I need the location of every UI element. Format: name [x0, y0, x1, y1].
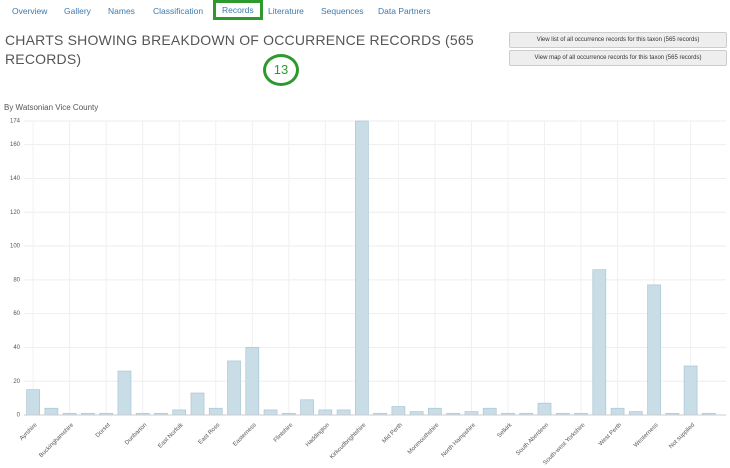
- bar: [336, 409, 351, 416]
- y-tick-label: 0: [17, 413, 21, 419]
- bar: [318, 409, 333, 416]
- bar: [263, 409, 278, 416]
- page-title: CHARTS SHOWING BREAKDOWN OF OCCURRENCE R…: [5, 32, 474, 67]
- x-tick-label: North Hampshire: [441, 422, 478, 459]
- x-tick-label: Dorset: [95, 422, 112, 439]
- y-tick-label: 80: [13, 277, 20, 283]
- x-tick-label: Easterness: [232, 422, 257, 447]
- bar: [26, 389, 40, 416]
- x-tick-label: West Perth: [598, 422, 623, 447]
- x-tick-label: Not supplied: [668, 422, 696, 450]
- bar: [464, 411, 479, 416]
- bar: [428, 407, 442, 416]
- bar: [628, 411, 643, 416]
- nav-tab[interactable]: Classification: [153, 6, 204, 16]
- x-tick-label: South-west Yorkshire: [542, 422, 587, 467]
- y-tick-label: 20: [13, 379, 20, 385]
- bar: [245, 347, 260, 416]
- annotation: 13: [263, 54, 299, 86]
- bar: [208, 407, 223, 416]
- nav-tab[interactable]: Names: [108, 6, 135, 16]
- bar: [537, 402, 552, 416]
- x-tick-label: Haddington: [305, 422, 331, 448]
- bar: [482, 407, 497, 416]
- x-tick-label: Monmouthshire: [407, 422, 441, 456]
- nav-tab[interactable]: Records: [213, 0, 263, 20]
- y-tick-label: 140: [10, 176, 21, 182]
- bar: [409, 411, 424, 416]
- nav-tab[interactable]: Literature: [268, 6, 304, 16]
- x-tick-label: Ayrshire: [19, 422, 39, 442]
- bar: [172, 409, 187, 416]
- x-tick-label: Selkirk: [497, 422, 515, 440]
- bar: [683, 365, 698, 416]
- x-tick-label: Dunbarton: [124, 422, 148, 446]
- bar: [300, 399, 314, 416]
- list-button[interactable]: View list of all occurrence records for …: [509, 32, 727, 48]
- x-tick-label: Westerness: [633, 422, 660, 449]
- bar: [610, 407, 625, 416]
- nav-tab[interactable]: Gallery: [64, 6, 91, 16]
- nav-tab[interactable]: Sequences: [321, 6, 364, 16]
- y-tick-label: 174: [10, 119, 21, 125]
- map-button[interactable]: View map of all occurrence records for t…: [509, 50, 727, 66]
- bar: [44, 407, 59, 416]
- x-tick-label: Mid Perth: [382, 422, 404, 444]
- bar: [592, 269, 607, 416]
- bar: [647, 284, 661, 416]
- bar: [190, 392, 205, 416]
- x-tick-label: Buckinghamshire: [38, 422, 75, 459]
- nav-tab[interactable]: Overview: [12, 6, 48, 16]
- y-tick-label: 60: [13, 311, 20, 317]
- x-tick-label: Kirkcudbrightshire: [329, 422, 368, 461]
- x-tick-label: South Aberdeen: [515, 422, 550, 457]
- y-tick-label: 160: [10, 142, 21, 148]
- x-tick-label: Flintshire: [273, 422, 295, 444]
- x-tick-label: East Norfolk: [157, 422, 185, 450]
- y-tick-label: 40: [13, 345, 20, 351]
- x-tick-label: East Ross: [198, 422, 222, 446]
- bar: [227, 360, 241, 416]
- y-tick-label: 100: [10, 244, 21, 250]
- bar: [391, 406, 406, 416]
- nav-tab[interactable]: Data Partners: [378, 6, 431, 16]
- y-tick-label: 120: [10, 210, 21, 216]
- bar: [355, 120, 369, 416]
- chart-title: By Watsonian Vice County: [4, 103, 98, 112]
- bar: [117, 370, 132, 416]
